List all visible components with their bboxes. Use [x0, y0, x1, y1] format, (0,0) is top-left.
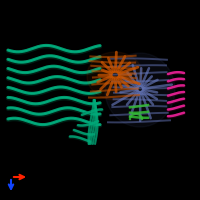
Polygon shape: [87, 52, 143, 100]
Polygon shape: [105, 53, 175, 127]
